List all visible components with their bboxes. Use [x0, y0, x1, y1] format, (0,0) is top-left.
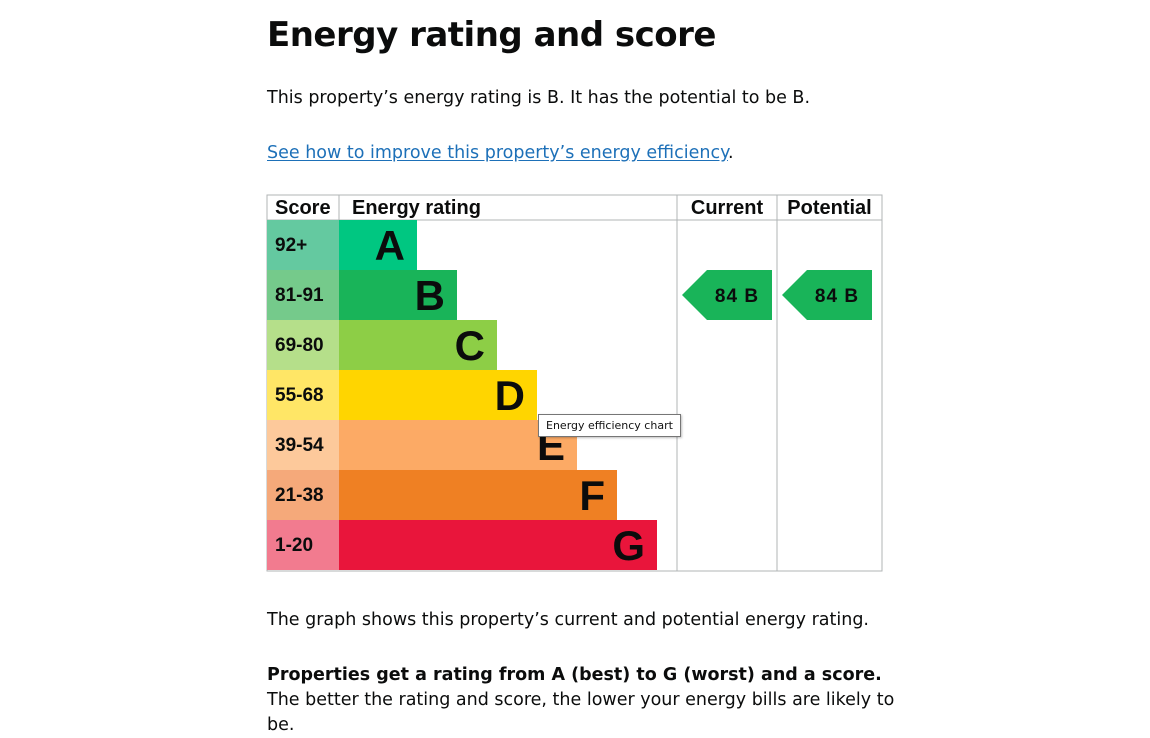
score-cell-a	[267, 220, 339, 270]
ratings-explanation-rest: The better the rating and score, the low…	[267, 690, 895, 735]
current-rating-label: 84 B	[715, 286, 759, 307]
rating-bar-a	[339, 220, 417, 270]
rating-letter-c: C	[455, 322, 485, 369]
rating-letter-b: B	[415, 272, 445, 319]
potential-rating-label: 84 B	[815, 286, 859, 307]
energy-efficiency-chart: Score Energy rating Current Potential 92+ A 81…	[266, 194, 883, 572]
graph-description: The graph shows this property’s current …	[267, 610, 869, 630]
current-header: Current	[691, 197, 764, 219]
score-cell-b	[267, 270, 339, 320]
page-title: Energy rating and score	[267, 15, 717, 55]
rating-letter-f: F	[579, 472, 605, 519]
energy-rating-header: Energy rating	[352, 197, 481, 219]
rating-bar-b	[339, 270, 457, 320]
score-cell-e	[267, 420, 339, 470]
score-header: Score	[275, 197, 331, 219]
score-range-c: 69-80	[275, 335, 324, 356]
potential-header: Potential	[787, 197, 871, 219]
rating-bar-c	[339, 320, 497, 370]
score-range-f: 21-38	[275, 485, 324, 506]
rating-bar-f	[339, 470, 617, 520]
score-cell-c	[267, 320, 339, 370]
rating-letter-d: D	[495, 372, 525, 419]
score-range-e: 39-54	[275, 435, 324, 456]
improve-efficiency-link[interactable]: See how to improve this property’s energ…	[267, 143, 728, 163]
score-cell-d	[267, 370, 339, 420]
score-range-a: 92+	[275, 235, 307, 256]
rating-bar-e	[339, 420, 577, 470]
rating-bar-g	[339, 520, 657, 570]
chart-tooltip: Energy efficiency chart	[538, 414, 681, 437]
improve-paragraph: See how to improve this property’s energ…	[267, 141, 734, 165]
ratings-explanation-bold: Properties get a rating from A (best) to…	[267, 665, 882, 685]
ratings-explanation: Properties get a rating from A (best) to…	[267, 663, 907, 738]
score-range-b: 81-91	[275, 285, 324, 306]
potential-rating-arrow	[782, 270, 872, 320]
link-suffix: .	[727, 143, 734, 163]
rating-sentence: This property’s energy rating is B. It h…	[267, 88, 811, 108]
score-range-g: 1-20	[275, 535, 313, 556]
rating-letter-a: A	[375, 222, 405, 269]
current-rating-arrow	[682, 270, 772, 320]
rating-bar-d	[339, 370, 537, 420]
rating-letter-g: G	[612, 522, 645, 569]
score-cell-f	[267, 470, 339, 520]
score-range-d: 55-68	[275, 385, 324, 406]
score-cell-g	[267, 520, 339, 570]
